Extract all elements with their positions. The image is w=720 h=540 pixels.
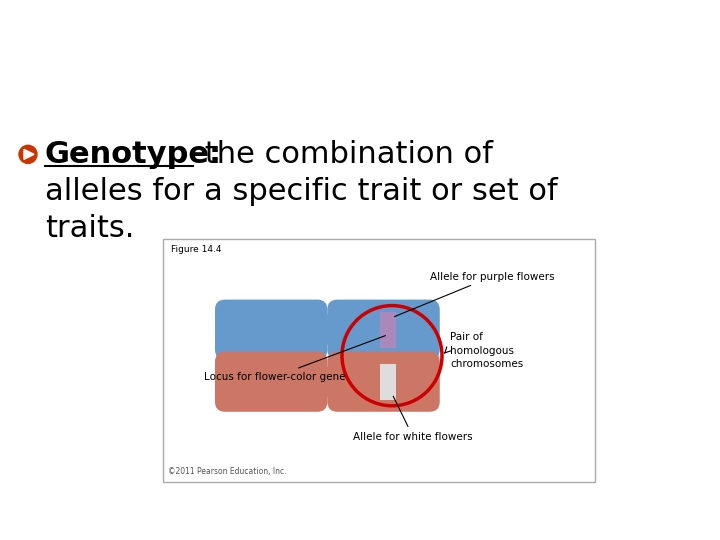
Text: Allele for white flowers: Allele for white flowers <box>354 396 473 442</box>
Text: Locus for flower-color gene: Locus for flower-color gene <box>204 336 385 382</box>
Text: alleles for a specific trait or set of: alleles for a specific trait or set of <box>45 177 557 206</box>
Text: Pair of
homologous
chromosomes: Pair of homologous chromosomes <box>450 333 523 369</box>
FancyBboxPatch shape <box>380 312 396 348</box>
Text: Figure 14.4: Figure 14.4 <box>171 246 222 254</box>
FancyBboxPatch shape <box>328 352 440 412</box>
FancyBboxPatch shape <box>215 300 328 360</box>
Text: Allele for purple flowers: Allele for purple flowers <box>395 272 554 316</box>
FancyBboxPatch shape <box>163 239 595 482</box>
Circle shape <box>19 145 37 164</box>
FancyBboxPatch shape <box>380 364 396 400</box>
Text: the combination of: the combination of <box>195 140 493 169</box>
Polygon shape <box>24 150 34 159</box>
Text: ©2011 Pearson Education, Inc.: ©2011 Pearson Education, Inc. <box>168 467 287 476</box>
Text: 6.4 Traits, Genes, and Alleles: 6.4 Traits, Genes, and Alleles <box>11 29 354 49</box>
FancyBboxPatch shape <box>215 352 328 412</box>
FancyBboxPatch shape <box>328 300 440 360</box>
FancyBboxPatch shape <box>312 367 348 397</box>
Text: Genotype:: Genotype: <box>45 140 222 169</box>
FancyBboxPatch shape <box>312 315 348 345</box>
Text: traits.: traits. <box>45 214 135 243</box>
